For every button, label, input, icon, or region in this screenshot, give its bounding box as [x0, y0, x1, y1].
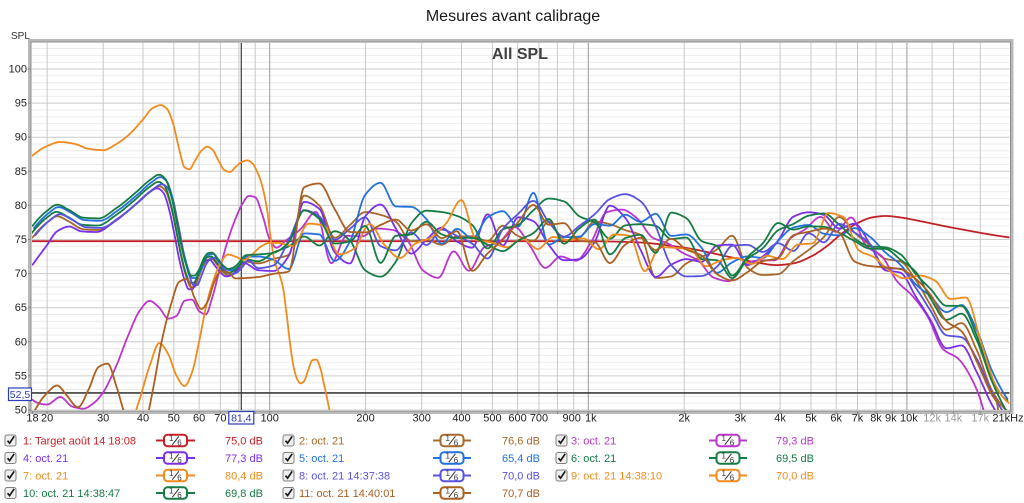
svg-text:6: 6 — [730, 474, 735, 483]
svg-text:600: 600 — [508, 413, 526, 425]
svg-text:1: 1 — [446, 434, 451, 443]
svg-text:70,0 dB: 70,0 dB — [502, 471, 540, 483]
svg-text:21kHz: 21kHz — [992, 413, 1023, 425]
svg-text:11: oct. 21 14:40:01: 11: oct. 21 14:40:01 — [299, 488, 395, 500]
svg-text:76,6 dB: 76,6 dB — [502, 436, 540, 448]
svg-text:6: oct. 21: 6: oct. 21 — [571, 453, 616, 465]
svg-text:200: 200 — [356, 413, 374, 425]
svg-text:9: oct. 21 14:38:10: 9: oct. 21 14:38:10 — [571, 471, 662, 483]
svg-text:69,8 dB: 69,8 dB — [225, 488, 263, 500]
svg-text:1: 1 — [722, 452, 727, 461]
svg-text:1: 1 — [169, 434, 174, 443]
svg-text:6: 6 — [177, 439, 182, 448]
svg-text:4k: 4k — [774, 413, 786, 425]
svg-text:All SPL: All SPL — [492, 46, 548, 63]
svg-text:6: 6 — [454, 439, 459, 448]
svg-text:50: 50 — [15, 405, 27, 417]
svg-text:80: 80 — [15, 200, 27, 212]
svg-text:6: 6 — [454, 491, 459, 500]
svg-text:1: 1 — [169, 469, 174, 478]
svg-text:14k: 14k — [945, 413, 963, 425]
svg-text:30: 30 — [97, 413, 109, 425]
svg-text:7k: 7k — [852, 413, 864, 425]
svg-text:10: oct. 21 14:38:47: 10: oct. 21 14:38:47 — [23, 488, 120, 500]
svg-text:3k: 3k — [734, 413, 746, 425]
svg-text:10k: 10k — [900, 413, 918, 425]
svg-text:60: 60 — [15, 336, 27, 348]
svg-text:1: Target août 14 18:08: 1: Target août 14 18:08 — [23, 436, 136, 448]
svg-text:52,5: 52,5 — [10, 389, 31, 401]
svg-text:700: 700 — [530, 413, 548, 425]
svg-text:6: 6 — [177, 491, 182, 500]
svg-text:1: 1 — [169, 487, 174, 496]
svg-text:90: 90 — [15, 132, 27, 144]
svg-text:6: 6 — [454, 474, 459, 483]
svg-text:6: 6 — [730, 439, 735, 448]
svg-text:500: 500 — [483, 413, 501, 425]
svg-text:1: 1 — [446, 487, 451, 496]
svg-text:70,7 dB: 70,7 dB — [502, 488, 540, 500]
svg-text:100: 100 — [9, 64, 27, 76]
svg-text:6: 6 — [454, 456, 459, 465]
svg-text:SPL: SPL — [11, 31, 30, 42]
svg-text:3: oct. 21: 3: oct. 21 — [571, 436, 616, 448]
svg-text:12k: 12k — [923, 413, 941, 425]
svg-text:1: 1 — [722, 434, 727, 443]
svg-text:70: 70 — [214, 413, 226, 425]
svg-text:6k: 6k — [830, 413, 842, 425]
svg-text:77,3 dB: 77,3 dB — [225, 453, 263, 465]
svg-text:85: 85 — [15, 166, 27, 178]
svg-text:100: 100 — [261, 413, 279, 425]
svg-text:300: 300 — [413, 413, 431, 425]
svg-text:70: 70 — [15, 268, 27, 280]
svg-text:1: 1 — [446, 469, 451, 478]
svg-text:70,0 dB: 70,0 dB — [776, 471, 814, 483]
svg-text:95: 95 — [15, 98, 27, 110]
svg-text:18: 18 — [26, 413, 38, 425]
svg-text:1: 1 — [722, 469, 727, 478]
svg-text:2k: 2k — [678, 413, 690, 425]
svg-text:900: 900 — [563, 413, 581, 425]
svg-text:6: 6 — [177, 474, 182, 483]
svg-text:50: 50 — [168, 413, 180, 425]
svg-text:75: 75 — [15, 234, 27, 246]
svg-text:5k: 5k — [805, 413, 817, 425]
svg-text:17k: 17k — [971, 413, 989, 425]
svg-text:7: oct. 21: 7: oct. 21 — [23, 471, 68, 483]
svg-text:6: 6 — [730, 456, 735, 465]
svg-text:81,4: 81,4 — [231, 412, 252, 424]
svg-text:2: oct. 21: 2: oct. 21 — [299, 436, 344, 448]
svg-text:79,3 dB: 79,3 dB — [776, 436, 814, 448]
svg-text:69,5 dB: 69,5 dB — [776, 453, 814, 465]
svg-text:20: 20 — [41, 413, 53, 425]
svg-text:1: 1 — [169, 452, 174, 461]
svg-text:65: 65 — [15, 302, 27, 314]
svg-text:65,4 dB: 65,4 dB — [502, 453, 540, 465]
svg-text:4: oct. 21: 4: oct. 21 — [23, 453, 68, 465]
svg-text:75,0 dB: 75,0 dB — [225, 436, 263, 448]
svg-text:9k: 9k — [885, 413, 897, 425]
svg-text:400: 400 — [452, 413, 470, 425]
svg-text:Mesures avant calibrage: Mesures avant calibrage — [426, 8, 600, 25]
svg-text:8: oct. 21 14:37:38: 8: oct. 21 14:37:38 — [299, 471, 390, 483]
svg-text:6: 6 — [177, 456, 182, 465]
svg-text:40: 40 — [137, 413, 149, 425]
svg-text:1: 1 — [446, 452, 451, 461]
svg-text:80,4 dB: 80,4 dB — [225, 471, 263, 483]
svg-text:60: 60 — [193, 413, 205, 425]
svg-text:5: oct. 21: 5: oct. 21 — [299, 453, 344, 465]
svg-text:55: 55 — [15, 370, 27, 382]
svg-text:8k: 8k — [870, 413, 882, 425]
svg-text:1k: 1k — [585, 413, 597, 425]
